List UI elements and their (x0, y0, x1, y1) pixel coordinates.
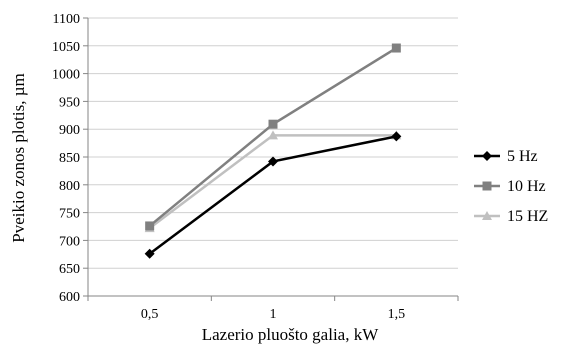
legend-item: 10 Hz (474, 178, 546, 195)
x-tick-label: 0,5 (141, 307, 159, 322)
x-axis-label: Lazerio pluošto galia, kW (202, 325, 380, 344)
x-tick-label: 1,5 (388, 307, 406, 322)
data-point (268, 156, 278, 167)
axes: 600 650 700 750 800 850 900 950 1000 1050 1100 0,5 1… (52, 12, 459, 322)
y-tick-label: 950 (59, 95, 80, 110)
y-tick-label: 700 (59, 234, 80, 249)
series-1 (145, 43, 401, 231)
y-tick-label: 750 (59, 207, 80, 222)
y-axis-label: Pveikio zonos plotis, µm (9, 73, 28, 242)
y-tick-label: 800 (59, 179, 80, 194)
legend-item: 15 HZ (474, 208, 548, 225)
legend-marker (482, 151, 492, 161)
data-point (391, 43, 401, 53)
legend-marker (482, 211, 492, 220)
x-tick-label: 1 (270, 307, 277, 322)
legend-label: 5 Hz (507, 148, 538, 165)
data-point (145, 221, 155, 231)
y-tick-label: 1100 (53, 12, 80, 27)
legend-item: 5 Hz (474, 148, 538, 165)
legend-label: 15 HZ (507, 208, 548, 225)
data-point (268, 119, 278, 129)
y-tick-label: 900 (59, 123, 80, 138)
series-2 (144, 130, 402, 233)
y-tick-label: 600 (59, 290, 80, 305)
series (144, 43, 402, 259)
legend: 5 Hz 10 Hz 15 HZ (474, 148, 548, 225)
data-point (391, 131, 402, 142)
data-point (144, 248, 155, 259)
series-line (148, 134, 397, 230)
y-tick-label: 1000 (52, 68, 80, 83)
y-tick-label: 850 (59, 151, 80, 166)
legend-marker (482, 181, 492, 191)
y-tick-label: 1050 (52, 40, 80, 55)
legend-label: 10 Hz (507, 178, 546, 195)
data-point (268, 130, 278, 140)
grid (88, 17, 458, 269)
series-0 (144, 131, 402, 259)
y-tick-label: 650 (59, 262, 80, 277)
